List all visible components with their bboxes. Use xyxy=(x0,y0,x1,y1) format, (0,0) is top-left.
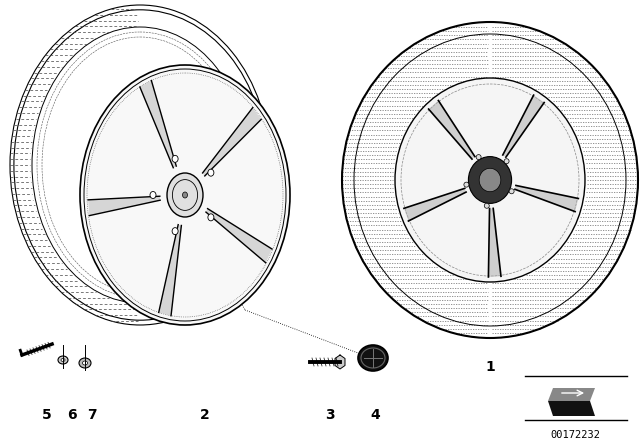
Text: 2: 2 xyxy=(200,408,210,422)
Ellipse shape xyxy=(61,358,65,362)
Ellipse shape xyxy=(58,356,68,364)
Polygon shape xyxy=(429,100,475,159)
Polygon shape xyxy=(203,108,261,176)
Text: 1: 1 xyxy=(485,360,495,374)
Polygon shape xyxy=(88,196,160,215)
Polygon shape xyxy=(159,224,181,316)
Text: 5: 5 xyxy=(42,408,52,422)
Ellipse shape xyxy=(79,358,91,368)
Ellipse shape xyxy=(504,159,509,164)
Ellipse shape xyxy=(182,192,188,198)
Ellipse shape xyxy=(172,155,178,162)
Polygon shape xyxy=(206,209,272,263)
Ellipse shape xyxy=(80,65,290,325)
Ellipse shape xyxy=(479,168,501,192)
Ellipse shape xyxy=(484,203,489,208)
Polygon shape xyxy=(335,355,345,369)
Ellipse shape xyxy=(468,157,511,203)
Ellipse shape xyxy=(509,189,514,194)
Ellipse shape xyxy=(476,155,481,159)
Ellipse shape xyxy=(83,361,88,365)
Polygon shape xyxy=(548,388,595,401)
Ellipse shape xyxy=(208,214,214,221)
Text: 7: 7 xyxy=(87,408,97,422)
Ellipse shape xyxy=(167,173,203,217)
Text: 3: 3 xyxy=(325,408,335,422)
Text: 4: 4 xyxy=(370,408,380,422)
Polygon shape xyxy=(404,188,466,221)
Polygon shape xyxy=(488,208,501,277)
Ellipse shape xyxy=(464,182,469,187)
Ellipse shape xyxy=(150,191,156,198)
Polygon shape xyxy=(548,401,595,416)
Polygon shape xyxy=(503,95,544,157)
Ellipse shape xyxy=(358,345,388,371)
Ellipse shape xyxy=(172,228,178,235)
Ellipse shape xyxy=(208,169,214,176)
Text: 00172232: 00172232 xyxy=(550,430,600,440)
Ellipse shape xyxy=(395,78,585,282)
Text: 6: 6 xyxy=(67,408,77,422)
Polygon shape xyxy=(140,81,176,168)
Polygon shape xyxy=(515,185,579,211)
